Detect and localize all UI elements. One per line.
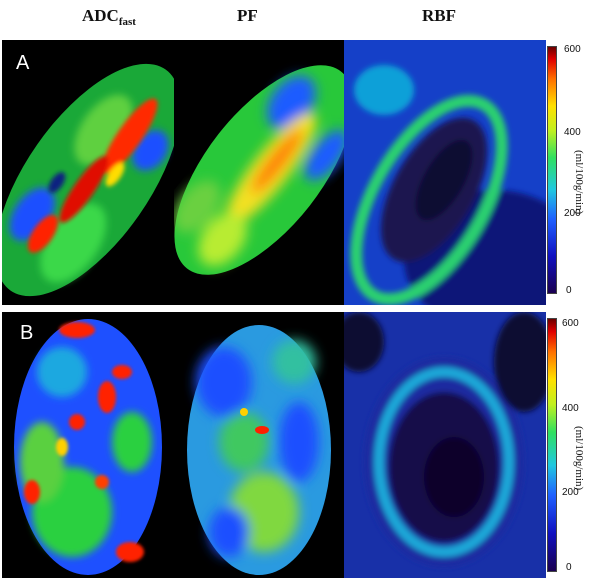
header-pf: PF	[237, 6, 258, 25]
header-adc-fast: ADCfast	[82, 6, 136, 28]
row-b-label: B	[20, 322, 34, 344]
row-b-tick-600: 600	[562, 318, 579, 329]
row-b-tick-200: 200	[562, 487, 579, 498]
row-a-adc-map: A	[2, 40, 174, 305]
row-b-colorbar-unit: (ml/100g/min)	[573, 426, 585, 491]
row-a-rbf-image	[344, 40, 546, 305]
row-a-colorbar	[547, 46, 557, 294]
row-a-tick-0: 0	[566, 285, 572, 296]
row-a-pf-map	[174, 40, 344, 305]
row-b-adc-image	[14, 319, 162, 575]
header-rbf: RBF	[422, 6, 456, 25]
row-a-adc-image	[2, 63, 174, 297]
row-a-tick-600: 600	[564, 44, 581, 55]
row-b-adc-map: B	[2, 312, 174, 578]
row-b-rbf-map	[344, 312, 546, 578]
header-adc-subscript: fast	[118, 16, 136, 28]
row-b-pf-map	[174, 312, 344, 578]
row-b-colorbar	[547, 318, 557, 572]
row-b-tick-400: 400	[562, 403, 579, 414]
row-b-tick-0: 0	[566, 562, 572, 573]
row-a-tick-200: 200	[564, 208, 581, 219]
row-a-tick-400: 400	[564, 127, 581, 138]
row-b-rbf-image	[344, 312, 546, 578]
row-a-rbf-map	[344, 40, 546, 305]
row-a-colorbar-unit: (ml/100g/min)	[573, 150, 585, 215]
header-adc-text: ADC	[82, 6, 119, 25]
row-a-pf-image	[174, 65, 344, 275]
row-a-label: A	[16, 52, 30, 74]
row-b-pf-image	[187, 325, 331, 575]
